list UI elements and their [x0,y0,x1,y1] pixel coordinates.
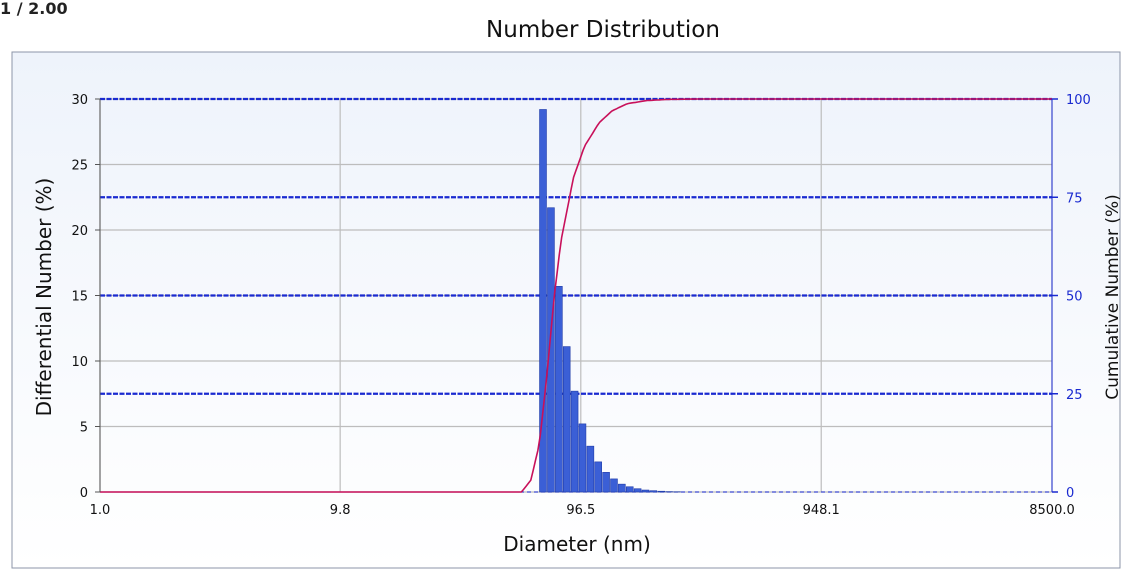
histogram-bar [625,486,634,493]
y2-tick-label: 25 [1066,388,1083,403]
histogram-bar [649,490,658,493]
x-tick-label: 96.5 [566,503,595,518]
x-tick-label: 1.0 [90,503,111,518]
bars-layer [539,109,681,493]
histogram-bar [618,483,626,493]
histogram-bar [539,109,547,493]
x-axis-label: Diameter (nm) [503,532,651,556]
y-axis-label: Differential Number (%) [32,178,56,417]
histogram-bar [610,478,618,493]
cumulative-line-layer [100,98,1052,493]
y-tick-label: 30 [71,93,88,108]
histogram-bar [570,390,579,493]
y-tick-label: 25 [71,159,88,174]
y2-tick-label: 75 [1066,191,1083,206]
y2-tick-label: 100 [1066,93,1091,108]
histogram-bar [547,207,555,493]
tick-labels-layer: 0 5 10 15 20 25 30 0 25 50 75 100 1.0 9.8 96.5 948.1 850… [71,93,1090,518]
y-tick-label: 20 [71,224,88,239]
histogram-bar [602,472,610,493]
cumulative-line [100,98,1052,493]
y2-tick-label: 50 [1066,290,1083,305]
histogram-bar [633,488,642,493]
x-tick-label: 948.1 [803,503,840,518]
histogram-bar [578,423,587,493]
y-tick-label: 10 [71,355,88,370]
chart-title: Number Distribution [486,17,720,43]
y2-tick-label: 0 [1066,486,1074,501]
histogram-bar [555,286,563,493]
x-tick-label: 8500.0 [1029,503,1075,518]
histogram-bar [641,489,650,493]
y-tick-label: 5 [80,421,88,436]
y-tick-label: 15 [71,290,88,305]
y-tick-label: 0 [80,486,88,501]
x-tick-label: 9.8 [330,503,351,518]
y2-axis-label: Cumulative Number (%) [1103,194,1123,400]
axis-layer [95,98,1058,493]
corner-text: 1 / 2.00 [0,0,68,18]
histogram-bar [594,461,602,493]
histogram-bar [562,346,571,493]
histogram-bar [657,490,666,493]
histogram-bar [586,445,595,493]
